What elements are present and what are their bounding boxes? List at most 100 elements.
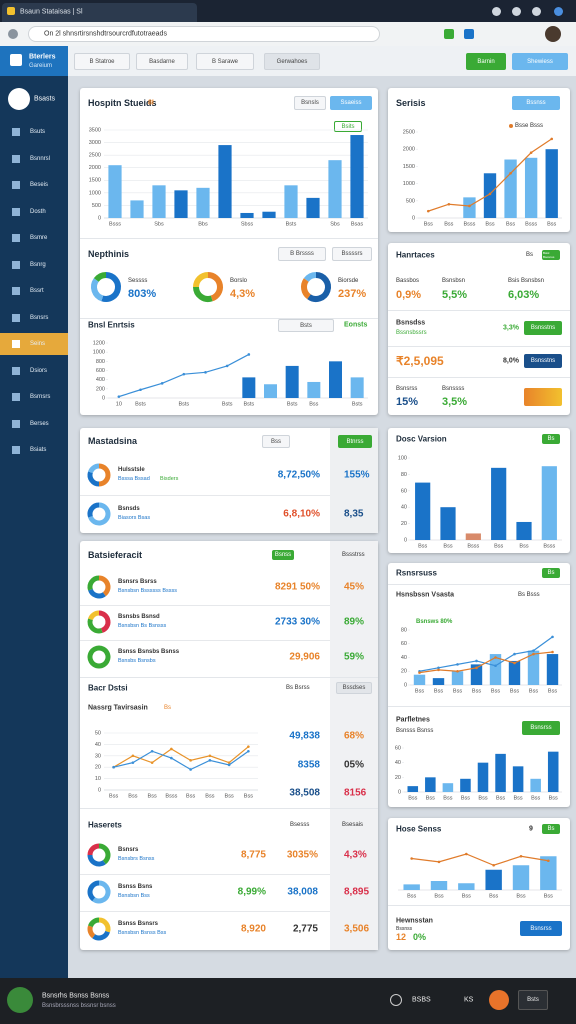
nav-button[interactable]: B Statroe (74, 53, 130, 70)
nav-icon[interactable] (12, 234, 20, 242)
tab[interactable]: Bssssrs (332, 247, 372, 261)
tab[interactable]: Bs Bsss (518, 592, 540, 598)
taskbar-item[interactable]: Bsts (518, 990, 548, 1010)
nav-icon[interactable] (12, 340, 20, 348)
nav-button[interactable]: B Sarawe (196, 53, 254, 70)
item-value: 237% (338, 288, 367, 300)
nav-icon[interactable] (12, 260, 20, 269)
icon[interactable] (489, 990, 509, 1010)
icon[interactable] (464, 29, 474, 39)
row-button[interactable]: Bsnsstns (524, 354, 562, 368)
icon[interactable] (492, 7, 501, 16)
tab[interactable]: Bs Bsrss (286, 685, 310, 691)
nav-icon[interactable] (12, 207, 20, 216)
icon[interactable] (512, 7, 521, 16)
taskbar-item[interactable]: BSBS (412, 996, 431, 1004)
icon[interactable] (390, 994, 402, 1006)
action-button[interactable]: Bssnss (512, 96, 560, 110)
nav-icon[interactable] (12, 366, 20, 375)
tab[interactable]: Bsesais (342, 822, 364, 828)
tab-title[interactable]: Bsaun Stataisas | Sl (20, 8, 83, 16)
user-name: Bsnsrhs Bsnss Bsnss (42, 992, 110, 1000)
row-pct: 8,0% (503, 357, 519, 365)
tab[interactable]: Bss (262, 435, 290, 448)
avatar[interactable] (545, 26, 561, 42)
tab-label: Btnrss (346, 438, 364, 445)
action-label: Shewiess (527, 58, 553, 65)
icon[interactable] (532, 7, 541, 16)
column-shade (330, 541, 378, 950)
tab[interactable]: B Brssss (278, 247, 326, 261)
footer-value: 12 (396, 932, 407, 942)
brand-name: Bterlers (29, 53, 56, 61)
action-button[interactable]: Bsnsrss (520, 921, 562, 936)
nav-label: Gerwahoes (276, 58, 308, 65)
nav-icon[interactable] (12, 128, 20, 136)
row-pct: 4,3% (344, 849, 367, 861)
tab[interactable] (2, 3, 197, 22)
tab[interactable]: Bsnss (272, 550, 294, 560)
active-item[interactable] (0, 333, 68, 355)
icon[interactable] (554, 7, 563, 16)
back-button[interactable] (8, 29, 18, 39)
profile-icon[interactable] (8, 88, 30, 110)
action-label: Bssnss (526, 100, 546, 106)
action-button[interactable]: Barnin (466, 53, 506, 70)
nav-icon[interactable] (12, 419, 20, 428)
tab[interactable]: Bsisl Bsosnss (542, 250, 560, 260)
nav-button[interactable]: Basdarne (136, 53, 188, 70)
taskbar-label: Bsts (527, 997, 539, 1003)
tab[interactable]: Bssstrss (342, 552, 365, 558)
tab[interactable]: Eonsts (344, 321, 368, 329)
row-button[interactable]: Bsnsstns (524, 321, 562, 335)
nav-icon[interactable] (12, 313, 20, 322)
row-value: 15% (396, 396, 419, 408)
card-title: Bacr Dstsi (88, 683, 128, 693)
action-button[interactable]: Bsnsrss (522, 721, 560, 735)
user-avatar[interactable] (7, 987, 33, 1013)
row-value: 8,72,50% (277, 469, 320, 481)
nav-icon[interactable] (12, 287, 20, 295)
tab[interactable]: Bs (542, 824, 560, 834)
url[interactable]: On 2l shnsrtirsnshdtrsourcrdfutotraeads (44, 30, 167, 38)
nav-label: Bsuts (30, 129, 46, 135)
tag-label: Bsits (341, 123, 355, 130)
tab[interactable]: Bsnsls (294, 96, 326, 110)
tab[interactable]: Ssaeiss (330, 96, 372, 110)
row-sub: Biasors Bsas (118, 515, 151, 521)
nav-label: Bsiats (30, 447, 47, 453)
tab[interactable]: Btnrss (338, 435, 372, 448)
brand-sub: Gareium (29, 63, 53, 69)
tab[interactable]: Bs (542, 568, 560, 578)
action-button[interactable]: Shewiess (512, 53, 568, 70)
divider (388, 706, 570, 707)
nav-button[interactable]: Gerwahoes (264, 53, 320, 70)
tab[interactable]: Bs (542, 434, 560, 444)
row-name: Bsnss Bsnsbs Bsnss (118, 649, 180, 655)
tab-label: Bs (547, 436, 555, 442)
taskbar-item[interactable]: KS (464, 996, 474, 1004)
row-value: 6,8,10% (283, 508, 320, 520)
icon[interactable] (444, 29, 454, 39)
tab-label: Bssssrs (341, 251, 363, 257)
row-pct: 3,506 (344, 923, 370, 935)
url-box[interactable] (28, 26, 380, 42)
tab[interactable]: Bssdses (336, 682, 372, 694)
tab[interactable]: Bsesss (290, 822, 310, 828)
divider (80, 604, 330, 606)
nav-icon[interactable] (12, 181, 20, 189)
tab[interactable]: Bs (526, 252, 534, 258)
nav-icon[interactable] (12, 154, 20, 163)
nav-icon[interactable] (12, 446, 20, 454)
tag: Bsits (334, 121, 362, 132)
nav-icon[interactable] (12, 393, 20, 401)
row-pct: 68% (344, 730, 365, 742)
profile-label[interactable]: Bsasts (34, 95, 56, 103)
nav-label: Bsnsrs (30, 314, 49, 321)
tab[interactable]: Bsts (278, 319, 334, 332)
button-label: Bsnsrss (530, 725, 552, 731)
row-name: Bsnsrs (118, 847, 139, 853)
logo (10, 54, 22, 66)
card-title: Nepthinis (88, 249, 130, 259)
row-button[interactable] (524, 388, 562, 406)
